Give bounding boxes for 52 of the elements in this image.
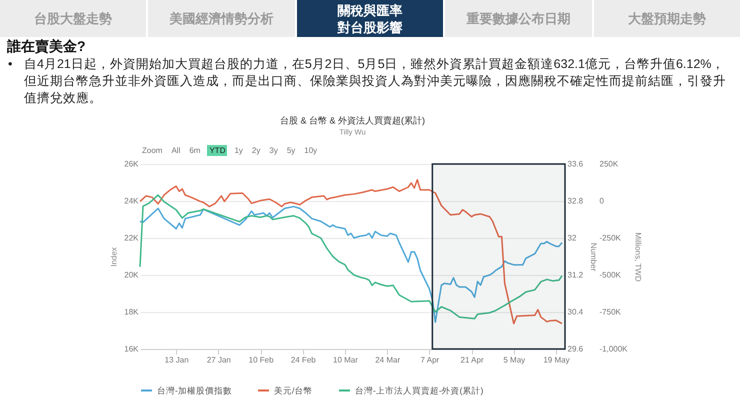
text: 大盤預期走勢	[628, 10, 706, 27]
text: 誰在賣美金?	[7, 38, 86, 56]
y3-tick-label: -750K	[600, 308, 622, 316]
chart-title: 台股 & 台幣 & 外資法人買賣超(累計)	[280, 116, 426, 126]
x-tick-label: 7 Apr	[420, 356, 440, 364]
y2-tick-label: 29.6	[568, 344, 584, 354]
text: 關稅與匯率對台股影響	[336, 2, 404, 36]
text: All	[170, 145, 182, 156]
text: 3y	[268, 145, 279, 156]
y2-tick-label: 32	[568, 234, 577, 242]
y-tick-label: 18K	[124, 308, 140, 316]
text: Zoom	[141, 145, 164, 156]
x-tick-label: 10 Feb	[248, 356, 274, 364]
legend-label: 台灣-加權股價指數	[157, 386, 232, 396]
x-tick-label: 24 Feb	[290, 356, 316, 364]
y3-tick-label: 250K	[600, 160, 619, 168]
text: 自4月21日起，外資開始加大買超台股的力道，在5月2日、5月5日，雖然外資累計買超金額達632.1億元，台幣升值6.12%，但近期台幣急升並非外資匯入造成，而是出口商、保險業與投資人為對沖美元曝險，因應關稅不確定性而提前結匯，引發升值擠兌效應。	[24, 56, 727, 107]
x-tick-label: 13 Jan	[164, 356, 189, 364]
y2-tick-label: 31.2	[568, 270, 584, 280]
text: 5y	[286, 145, 296, 156]
text: YTD	[207, 145, 228, 156]
x-tick-label: 10 Mar	[333, 356, 358, 364]
text: 2y	[250, 145, 262, 156]
legend-label: 美元/台幣	[274, 386, 312, 396]
text: 1y	[233, 145, 244, 156]
text: 美國經濟情勢分析	[170, 10, 274, 27]
y-tick-label: 22K	[124, 234, 140, 242]
y3-axis-title: Millions, TWD	[634, 232, 643, 282]
text: 6m	[188, 145, 202, 156]
x-tick-label: 19 May	[543, 356, 570, 364]
y3-tick-label: 0	[600, 196, 604, 206]
y2-axis-title: Number	[589, 242, 598, 272]
legend-label: 台灣-上市法人買賣超-外資(累計)	[355, 386, 484, 396]
x-tick-label: 21 Apr	[460, 356, 484, 364]
x-tick-label: 24 Mar	[375, 356, 400, 364]
text: •	[8, 56, 14, 73]
y-tick-label: 16K	[124, 344, 140, 354]
y-tick-label: 20K	[124, 270, 140, 280]
y-tick-label: 24K	[124, 196, 140, 206]
text: 重要數據公布日期	[466, 10, 570, 27]
x-tick-label: 27 Jan	[206, 356, 231, 364]
text: 台股大盤走勢	[34, 10, 112, 27]
y2-tick-label: 30.4	[568, 308, 584, 316]
y3-tick-label: -1,000K	[600, 344, 628, 354]
y-tick-label: 26K	[124, 160, 140, 168]
text: 10y	[303, 145, 318, 156]
x-tick-label: 5 May	[503, 356, 526, 364]
y3-tick-label: -500K	[600, 270, 622, 280]
y2-tick-label: 33.6	[568, 160, 584, 168]
y-axis-title: Index	[109, 247, 118, 267]
y2-tick-label: 32.8	[568, 196, 584, 206]
y3-tick-label: -250K	[600, 234, 622, 242]
